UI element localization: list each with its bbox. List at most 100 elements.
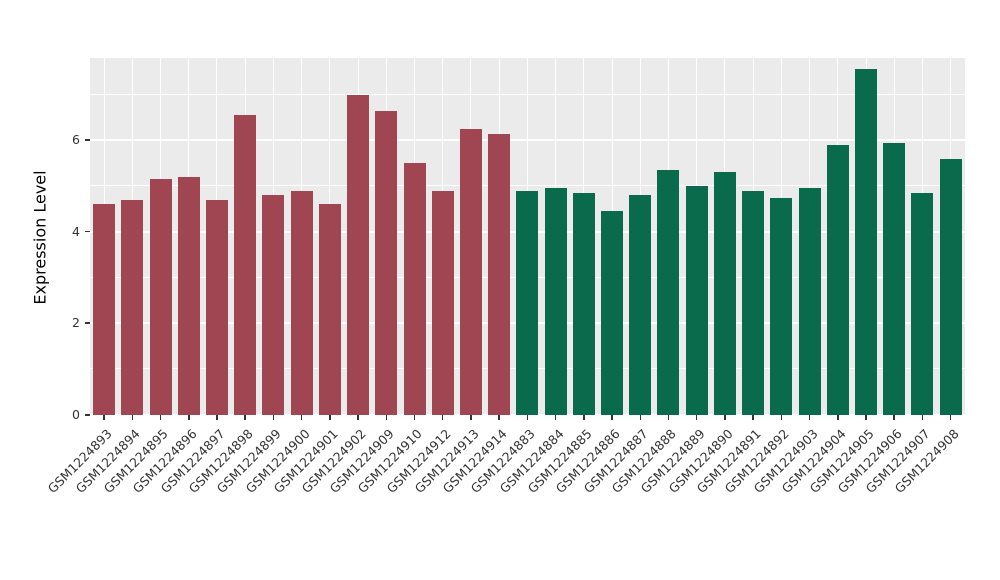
y-tick-label: 2 xyxy=(72,315,80,331)
x-axis-cell: GSM1224912 xyxy=(383,415,457,575)
bar-slot xyxy=(203,58,231,415)
x-axis-cell: GSM1224886 xyxy=(553,415,626,575)
x-tick-mark xyxy=(808,415,811,420)
bar xyxy=(770,197,793,415)
x-axis-cell: GSM1224903 xyxy=(750,415,823,575)
y-tick-mark xyxy=(85,414,90,416)
bar-slot xyxy=(542,58,570,415)
bar-slot xyxy=(118,58,146,415)
x-axis-cell: GSM1224905 xyxy=(807,415,880,575)
bar xyxy=(431,190,454,415)
x-tick-mark xyxy=(554,415,557,420)
x-tick-mark xyxy=(893,415,895,420)
bar xyxy=(629,195,652,415)
bar-slot xyxy=(429,58,457,415)
x-tick-mark xyxy=(526,415,529,420)
bar xyxy=(121,199,144,415)
bar-slot xyxy=(316,58,344,415)
bar-slot xyxy=(683,58,711,415)
y-tick-label: 0 xyxy=(72,407,80,422)
x-axis-cell: GSM1224887 xyxy=(581,415,654,575)
x-tick-mark xyxy=(639,415,642,420)
x-axis-cell: GSM1224908 xyxy=(891,415,965,575)
x-axis-cell: GSM1224891 xyxy=(694,415,767,575)
bar xyxy=(798,188,821,415)
x-tick-mark xyxy=(780,415,783,420)
x-tick-mark xyxy=(583,415,585,420)
bar xyxy=(657,170,680,415)
x-tick-mark xyxy=(131,415,134,420)
bar xyxy=(939,158,962,415)
bar xyxy=(262,195,285,415)
bar-slot xyxy=(175,58,203,415)
bar xyxy=(205,199,228,415)
bar xyxy=(234,115,257,415)
x-axis-cell: GSM1224906 xyxy=(835,415,908,575)
x-axis-cell: GSM1224884 xyxy=(496,415,570,575)
x-axis-cell: GSM1224888 xyxy=(609,415,682,575)
x-tick-mark xyxy=(752,415,754,420)
x-axis-cell: GSM1224897 xyxy=(158,415,231,575)
x-tick-mark xyxy=(921,415,924,420)
x-axis-cell: GSM1224894 xyxy=(73,415,146,575)
bar-slot xyxy=(570,58,598,415)
bar xyxy=(826,144,849,415)
x-axis-cell: GSM1224899 xyxy=(214,415,287,575)
plot-area xyxy=(90,58,965,416)
x-axis-cell: GSM1224896 xyxy=(129,415,203,575)
bar-slot xyxy=(824,58,852,415)
bar-slot xyxy=(598,58,626,415)
bar-slot xyxy=(485,58,513,415)
x-axis: GSM1224893 GSM1224894 GSM1224895 GSM1224896… xyxy=(45,415,965,575)
x-axis-cell: GSM1224898 xyxy=(186,415,259,575)
x-tick-mark xyxy=(188,415,190,420)
bar-slot xyxy=(908,58,936,415)
x-tick-mark xyxy=(385,415,388,420)
bar-slot xyxy=(146,58,174,415)
x-axis-cell: GSM1224883 xyxy=(468,415,541,575)
x-axis-cell: GSM1224910 xyxy=(355,415,428,575)
bar-slot xyxy=(259,58,287,415)
bar-slot xyxy=(90,58,118,415)
x-tick-mark xyxy=(837,415,839,420)
x-tick-mark xyxy=(272,415,275,420)
bar xyxy=(685,186,708,415)
x-axis-cell: GSM1224909 xyxy=(327,415,400,575)
bar-slot xyxy=(937,58,965,415)
x-axis-cell: GSM1224890 xyxy=(665,415,739,575)
bar xyxy=(883,142,906,415)
x-tick-mark xyxy=(159,415,162,420)
x-tick-mark xyxy=(329,415,331,420)
bar xyxy=(713,172,736,415)
x-axis-cell: GSM1224900 xyxy=(242,415,316,575)
bar-slot xyxy=(767,58,795,415)
bar xyxy=(911,193,934,415)
bar xyxy=(488,133,511,415)
x-axis-cell: GSM1224902 xyxy=(299,415,372,575)
bar-slot xyxy=(795,58,823,415)
bar-slot xyxy=(654,58,682,415)
y-tick-mark xyxy=(85,230,90,233)
bar xyxy=(318,204,341,415)
bar-slot xyxy=(739,58,767,415)
x-tick-mark xyxy=(357,415,359,420)
bar-slot xyxy=(513,58,541,415)
bar-slot xyxy=(344,58,372,415)
x-axis-cell: GSM1224892 xyxy=(722,415,795,575)
bars-row xyxy=(90,58,965,415)
bar xyxy=(601,211,624,415)
x-tick-mark xyxy=(611,415,613,420)
bar xyxy=(516,190,539,415)
x-tick-mark xyxy=(216,415,218,420)
x-tick-mark xyxy=(695,415,698,420)
bar xyxy=(347,94,370,415)
bar-slot xyxy=(457,58,485,415)
bar xyxy=(459,128,482,415)
y-tick-mark xyxy=(85,322,90,324)
x-axis-cell: GSM1224895 xyxy=(101,415,174,575)
bar xyxy=(290,190,313,415)
x-axis-cell: GSM1224901 xyxy=(270,415,344,575)
y-tick-label: 4 xyxy=(72,223,80,239)
bar xyxy=(375,110,398,415)
